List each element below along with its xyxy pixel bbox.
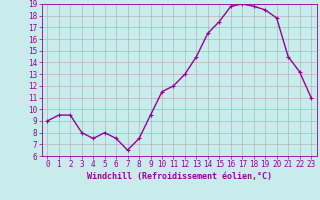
X-axis label: Windchill (Refroidissement éolien,°C): Windchill (Refroidissement éolien,°C) <box>87 172 272 181</box>
